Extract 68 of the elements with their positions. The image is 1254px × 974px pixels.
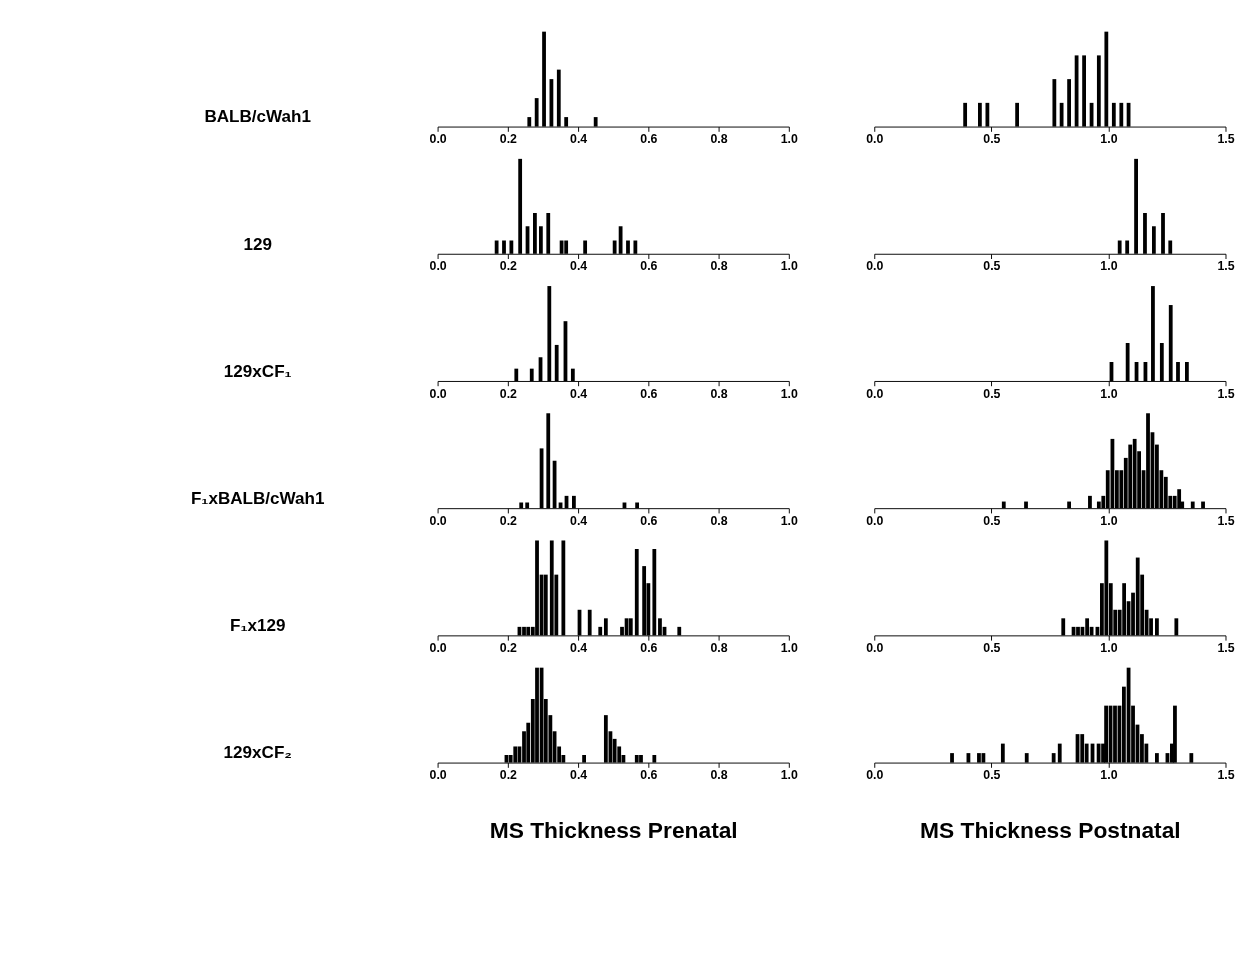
x-tick-label: 0.0 [866,132,884,147]
y-axis-title: 129 [243,234,272,254]
x-tick-label: 1.0 [1100,768,1118,783]
x-tick-label: 1.5 [1217,768,1235,783]
x-axis-title: MS Thickness Prenatal [489,817,738,844]
x-tick-label: 0.6 [640,259,658,274]
x-tick-label: 0.0 [429,259,447,274]
x-tick-label: 1.0 [780,513,799,528]
x-tick-label: 0.5 [983,641,1001,656]
x-tick-label: 0.6 [640,386,658,401]
x-tick-label: 0.8 [710,259,728,274]
x-tick-label: 0.0 [866,768,884,783]
x-tick-label: 1.5 [1217,259,1235,274]
x-tick-label: 0.6 [640,132,658,147]
x-tick-label: 1.0 [1100,132,1118,147]
x-tick-label: 0.6 [640,513,658,528]
x-tick-label: 0.0 [429,768,447,783]
x-axis-title: MS Thickness Postnatal [920,817,1181,844]
x-tick-label: 0.2 [499,132,518,147]
x-tick-label: 1.0 [1100,386,1118,401]
x-tick-label: 0.0 [429,132,447,147]
x-tick-label: 1.5 [1217,386,1235,401]
y-axis-title: 129xCF₂ [223,743,292,763]
x-tick-label: 1.0 [1100,641,1118,656]
x-tick-label: 0.4 [570,768,588,783]
x-tick-label: 0.8 [710,386,728,401]
y-axis-title: 129xCF₁ [223,361,292,381]
x-tick-label: 0.2 [499,641,518,656]
x-tick-label: 0.4 [570,386,588,401]
x-tick-label: 0.2 [499,513,518,528]
y-axis-title: F₁x129 [229,616,286,636]
x-tick-label: 0.0 [866,641,884,656]
x-tick-label: 0.2 [499,259,518,274]
x-tick-label: 0.5 [983,768,1001,783]
x-tick-label: 0.8 [710,132,728,147]
x-tick-label: 0.4 [570,513,588,528]
x-tick-label: 0.8 [710,513,728,528]
x-tick-label: 0.5 [983,513,1001,528]
x-tick-label: 1.0 [1100,513,1118,528]
x-tick-label: 0.5 [983,132,1001,147]
x-tick-label: 1.0 [780,641,799,656]
x-tick-label: 0.4 [570,132,588,147]
x-tick-label: 1.5 [1217,132,1235,147]
x-tick-label: 1.0 [780,768,799,783]
x-tick-label: 0.0 [866,259,884,274]
x-tick-label: 0.0 [429,513,447,528]
x-tick-label: 1.0 [780,386,799,401]
y-axis-title: BALB/cWah1 [204,107,312,127]
x-tick-label: 1.0 [780,259,799,274]
x-tick-label: 1.5 [1217,641,1235,656]
x-tick-label: 0.0 [429,641,447,656]
x-tick-label: 1.0 [780,132,799,147]
x-tick-label: 0.2 [499,768,518,783]
x-tick-label: 0.4 [570,641,588,656]
x-tick-label: 1.5 [1217,513,1235,528]
x-tick-label: 1.0 [1100,259,1118,274]
x-tick-label: 0.0 [866,386,884,401]
y-axis-title: F₁xBALB/cWah1 [190,488,326,508]
x-tick-label: 0.6 [640,768,658,783]
x-tick-label: 0.4 [570,259,588,274]
x-tick-label: 0.5 [983,386,1001,401]
x-tick-label: 0.8 [710,768,728,783]
x-tick-label: 0.5 [983,259,1001,274]
x-tick-label: 0.0 [866,513,884,528]
x-tick-label: 0.0 [429,386,447,401]
x-tick-label: 0.8 [710,641,728,656]
x-tick-label: 0.6 [640,641,658,656]
x-tick-label: 0.2 [499,386,518,401]
